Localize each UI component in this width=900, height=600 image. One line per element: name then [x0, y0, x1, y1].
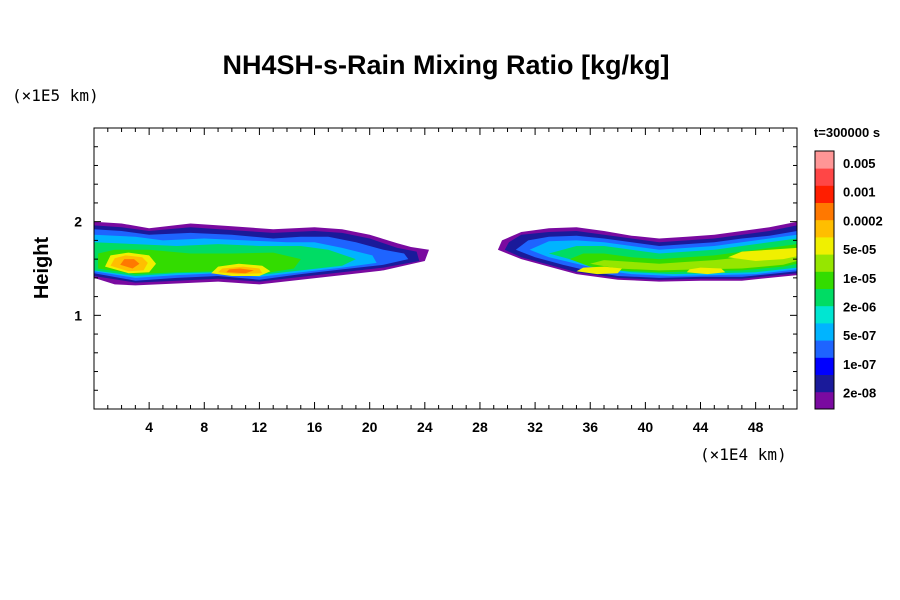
x-tick-label: 28	[472, 419, 488, 435]
x-tick-label: 4	[145, 419, 153, 435]
colorbar-label: 1e-05	[843, 271, 876, 286]
chart-title: NH4SH-s-Rain Mixing Ratio [kg/kg]	[222, 50, 669, 80]
x-axis-unit: (×1E4 km)	[700, 445, 787, 464]
axis-ticks	[94, 128, 797, 409]
x-tick-label: 24	[417, 419, 433, 435]
colorbar-swatch	[815, 340, 834, 358]
left-cloud-level-11-area	[226, 268, 254, 274]
plot-area	[93, 127, 798, 410]
x-tick-label: 16	[307, 419, 323, 435]
x-tick-label: 20	[362, 419, 378, 435]
left-cloud	[94, 221, 429, 286]
colorbar-swatch	[815, 219, 834, 238]
right-cloud-level-9-area	[576, 266, 622, 275]
colorbar-swatch	[815, 185, 834, 203]
y-tick-labels: 12	[74, 214, 82, 324]
colorbar-swatch	[815, 254, 834, 272]
right-cloud-level-9-area	[728, 247, 797, 261]
data-regions	[94, 221, 797, 286]
colorbar-labels: 0.005 0.001 0.0002 5e-05 1e-05 2e-06 5e-07 1e-0…	[843, 156, 883, 401]
colorbar-label: 5e-07	[843, 328, 876, 343]
colorbar-swatch	[815, 391, 834, 410]
colorbar-label: 0.0002	[843, 213, 883, 228]
right-cloud-level-9-area	[686, 267, 726, 275]
colorbar-frame	[814, 150, 835, 410]
right-cloud-level-8-area	[590, 249, 797, 271]
colorbar-swatch	[815, 237, 834, 255]
colorbar-swatch	[815, 168, 834, 186]
y-tick-label: 2	[74, 214, 82, 230]
y-tick-label: 1	[74, 307, 82, 323]
colorbar	[814, 150, 835, 410]
left-cloud-level-11-area	[120, 259, 140, 269]
right-cloud	[497, 221, 797, 282]
colorbar-label: 1e-07	[843, 357, 876, 372]
colorbar-label: 5e-05	[843, 242, 876, 257]
y-axis-unit: (×1E5 km)	[12, 86, 99, 105]
colorbar-label: 0.005	[843, 156, 876, 171]
colorbar-swatch	[815, 305, 834, 324]
colorbar-swatch	[815, 357, 834, 375]
colorbar-swatch	[815, 202, 834, 221]
colorbar-swatch	[815, 288, 834, 307]
colorbar-swatch	[815, 151, 834, 169]
x-tick-labels: 4 8 12 16 20 24 28 32 36 40 44 48	[145, 419, 763, 435]
plot-frame	[93, 127, 798, 410]
colorbar-label: 0.001	[843, 185, 876, 200]
x-tick-label: 32	[527, 419, 543, 435]
x-tick-label: 44	[693, 419, 709, 435]
colorbar-label: 2e-08	[843, 386, 876, 401]
x-tick-label: 12	[252, 419, 268, 435]
x-tick-label: 40	[638, 419, 654, 435]
y-axis-label: Height	[31, 237, 53, 300]
legend-time-label: t=300000 s	[814, 125, 880, 140]
colorbar-swatch	[815, 271, 834, 289]
x-tick-label: 36	[582, 419, 598, 435]
colorbar-label: 2e-06	[843, 300, 876, 315]
x-tick-label: 48	[748, 419, 764, 435]
colorbar-swatch	[815, 374, 834, 393]
colorbar-swatch	[815, 323, 834, 341]
x-tick-label: 8	[200, 419, 208, 435]
